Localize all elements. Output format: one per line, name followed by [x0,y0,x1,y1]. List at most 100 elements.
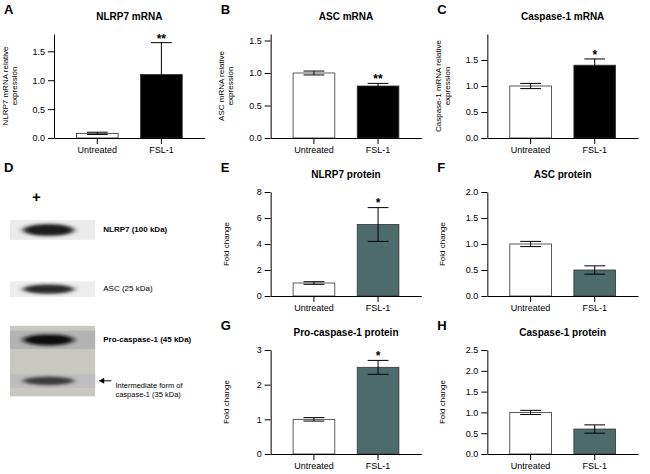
x-axis-line [271,296,422,297]
y-tick: 2.5 [466,345,488,355]
blot-band [23,285,74,294]
y-tick-label: 1.5 [466,55,479,65]
x-tick-label: FSL-1 [149,145,174,155]
x-tick-mark [97,138,98,144]
y-tick-label: 0.0 [466,133,479,143]
blot-background [10,374,95,388]
error-bar-cap [368,241,389,242]
x-tick-mark [313,296,314,302]
x-tick: Untreated [511,296,551,313]
x-tick: FSL-1 [582,296,607,313]
x-axis: UntreatedFSL-1 [271,454,422,471]
y-tick: 1.5 [32,47,54,57]
error-bar-cap [584,265,605,266]
y-tick: 4 [257,239,271,249]
x-axis: Untreated FSL-1 [55,138,206,155]
y-tick-label: 1.0 [32,76,45,86]
y-axis-label: Fold change [222,221,231,266]
y-axis-line [271,35,272,139]
y-tick: 2.0 [466,187,488,197]
y-tick-label: 1.0 [466,239,479,249]
y-tick-mark [481,412,487,413]
text-line: ASC mRNA relative [217,51,226,121]
x-axis: UntreatedFSL-1 [488,138,639,155]
y-tick: 0 [257,449,271,459]
error-bar [87,132,108,134]
y-tick-label: 1.5 [466,387,479,397]
blot-background [10,331,95,349]
marks [293,360,399,454]
y-axis-line [487,35,488,139]
y-axis: 0.00.51.01.52.02.5 [466,345,488,459]
y-tick-label: 1.5 [249,36,262,46]
text-line: caspase-1 (35 kDa) [115,390,181,399]
text-line: Caspase-1 mRNA relative [434,39,443,132]
panel-label: E [221,160,230,175]
y-tick: 0 [257,291,271,301]
error-bar-cap [368,374,389,375]
y-tick: 0.0 [32,133,54,143]
y-tick-mark [481,192,487,193]
panel: 0.00.51.01.52.0UntreatedFSL-1Fold change… [437,160,638,313]
y-tick-label: 0.0 [249,133,262,143]
y-tick: 0.5 [466,429,488,439]
chart-title: ASC protein [534,169,592,180]
y-tick: 1.5 [466,55,488,65]
y-tick: 2.0 [466,366,488,376]
x-tick: Untreated [78,138,118,155]
y-tick: 0.0 [249,133,271,143]
x-tick-mark [378,296,379,302]
panel-label: C [437,2,447,17]
y-tick: 0.0 [466,133,488,143]
panel: 0.00.51.01.5UntreatedFSL-1NLRP7 mRNA rel… [1,2,206,155]
y-tick-label: 2.0 [466,187,479,197]
error-bar-stem [161,43,162,107]
y-tick-mark [265,218,271,219]
marks [76,43,182,138]
text-line: NLRP7 mRNA relative [1,46,10,126]
text-line: Fold change [222,221,231,266]
panel-label: G [221,318,231,333]
y-tick: 1.0 [32,76,54,86]
y-tick: 1 [257,415,271,425]
x-tick-mark [594,138,595,144]
y-axis-label: ASC mRNA relativeexpression [217,51,235,121]
chart-title: Caspase-1 mRNA [521,11,604,22]
error-bar-cap [584,274,605,275]
text-line: expression [226,67,235,106]
y-tick-mark [481,86,487,87]
x-tick-label: FSL-1 [366,145,391,155]
error-bar-cap [304,281,325,282]
error-bar-cap [520,241,541,242]
error-bar [520,410,541,414]
error-bar-stem [313,71,314,75]
error-bar-cap [304,284,325,285]
x-axis-line [271,138,422,139]
x-tick-label: FSL-1 [582,461,607,471]
blot-box [10,326,95,397]
marks [510,241,616,296]
y-tick-label: 6 [257,213,262,223]
y-tick-mark [481,60,487,61]
significance-label: * [376,349,381,363]
bar [510,244,552,296]
y-tick: 1.0 [249,68,271,78]
blot-band [23,377,74,385]
x-axis: UntreatedFSL-1 [488,454,639,471]
chart-title: Pro-caspase-1 protein [293,327,398,338]
error-bar-cap [304,74,325,75]
y-tick-mark [265,296,271,297]
y-tick-label: 0 [257,291,262,301]
x-tick-label: FSL-1 [582,145,607,155]
y-tick: 0.5 [466,107,488,117]
chart-title: Caspase-1 protein [519,327,606,338]
significance-label: * [592,48,597,62]
bar [357,86,399,138]
x-axis: UntreatedFSL-1 [271,138,422,155]
y-tick-label: 0.5 [249,101,262,111]
y-axis: 02468 [257,187,272,301]
y-tick-mark [265,419,271,420]
x-tick-label: Untreated [78,145,118,155]
plot: 0123UntreatedFSL-1Fold change* [222,345,422,471]
plot: 0.00.51.01.5UntreatedFSL-1Caspase-1 mRNA… [434,35,639,156]
